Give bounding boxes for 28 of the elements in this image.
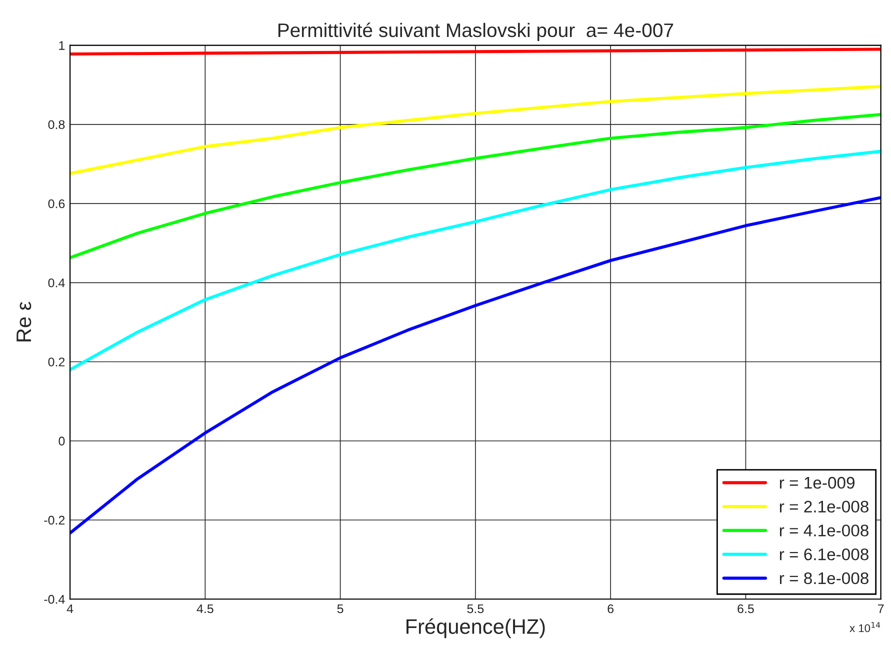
x-tick-label: 6.5 — [738, 604, 754, 614]
legend-label: r = 2.1e-008 — [780, 500, 868, 513]
legend-label: r = 6.1e-008 — [780, 548, 868, 560]
y-tick-label: 0.8 — [48, 120, 65, 130]
x-tick-label: 7 — [878, 604, 884, 614]
y-tick-label: -0.2 — [44, 516, 65, 525]
chart-title: Permittivité suivant Maslovski pour a= 4e-007 — [278, 22, 674, 41]
line-series — [70, 112, 881, 260]
text: x 10$^{14}$ — [850, 622, 880, 632]
legend-label: r = 4.1e-008 — [780, 524, 868, 536]
x-axis-title: Fréquence(HZ) — [406, 618, 545, 638]
x-tick-label: 6 — [608, 604, 614, 614]
x-tick-label: 5.5 — [467, 604, 484, 614]
line-series — [70, 196, 881, 535]
x-tick-label: 5 — [337, 604, 344, 614]
y-tick-label: 0.6 — [48, 199, 65, 208]
legend-label: r = 8.1e-008 — [780, 572, 868, 584]
y-tick-label: 0.2 — [48, 358, 65, 366]
y-axis-title: Re ε — [16, 302, 32, 342]
y-tick-label: 0 — [58, 436, 65, 446]
y-tick-label: -0.4 — [44, 594, 65, 604]
x-tick-label: 4 — [66, 604, 74, 614]
line-series — [70, 150, 881, 372]
legend-label: r = 1e-009 — [780, 476, 854, 489]
y-tick-label: 1 — [59, 41, 65, 50]
y-tick-label: 0.4 — [48, 278, 65, 288]
x-tick-label: 4.5 — [196, 604, 214, 614]
line-series — [70, 84, 881, 175]
